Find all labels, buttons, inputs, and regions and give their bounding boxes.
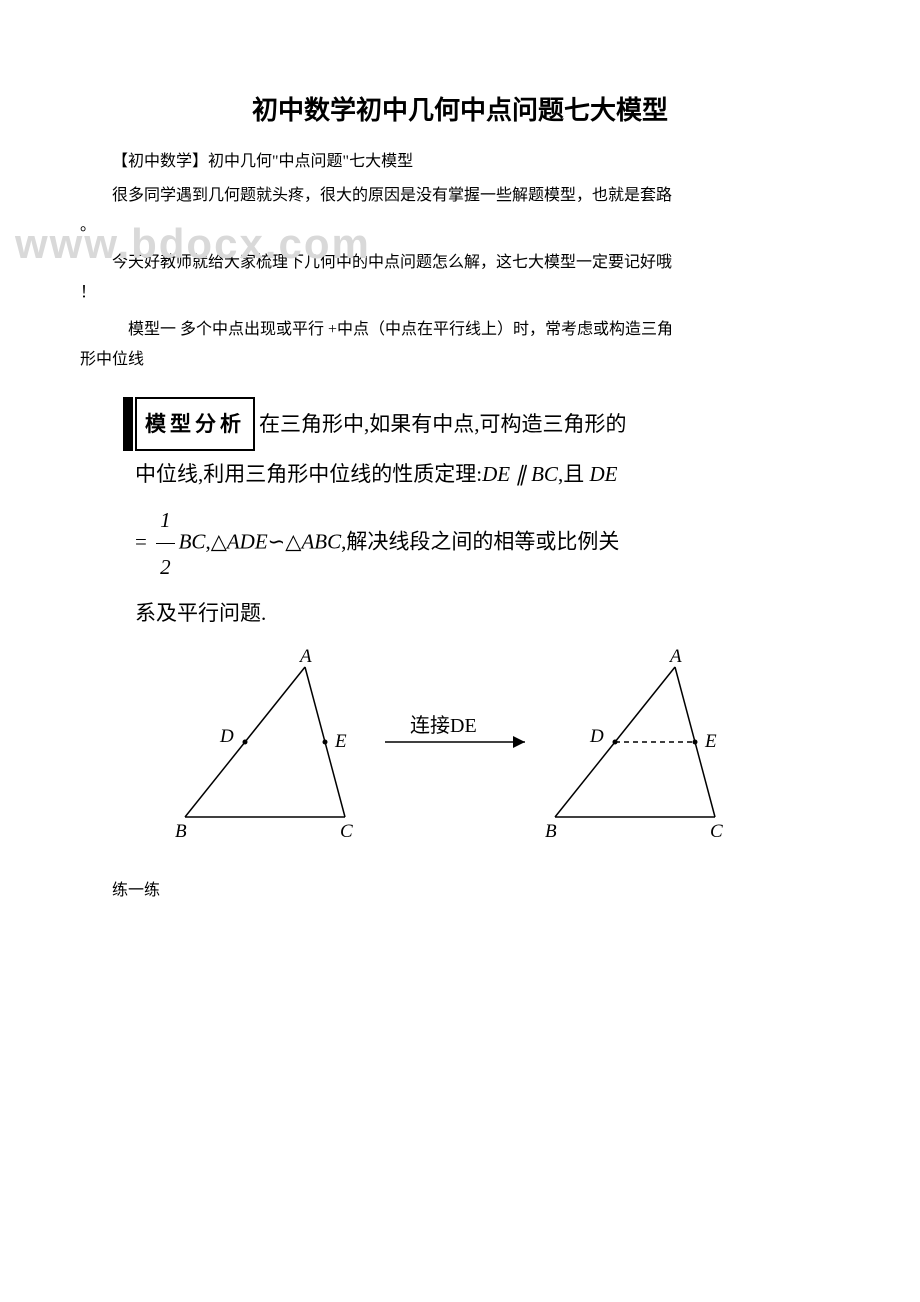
arrow-group: 连接DE bbox=[385, 714, 525, 748]
paragraph-2-line2: ！ bbox=[80, 280, 840, 306]
arrow-label: 连接DE bbox=[410, 714, 477, 737]
analysis-line2a: 中位线,利用三角形中位线的性质定理: bbox=[135, 462, 482, 486]
label-a-right: A bbox=[668, 647, 682, 667]
math-de-2: DE bbox=[589, 462, 617, 486]
paragraph-3-line1: 模型一 多个中点出现或平行 +中点（中点在平行线上）时，常考虑或构造三角 bbox=[80, 317, 840, 343]
analysis-line2b: ,且 bbox=[558, 462, 590, 486]
label-d-right: D bbox=[589, 726, 604, 747]
analysis-line3b: △ bbox=[285, 529, 301, 553]
analysis-line4: 系及平行问题. bbox=[135, 601, 266, 625]
math-de-1: DE bbox=[482, 462, 510, 486]
math-abc: ABC bbox=[301, 529, 341, 553]
label-c-right: C bbox=[710, 821, 723, 842]
subtitle: 【初中数学】初中几何"中点问题"七大模型 bbox=[80, 147, 840, 171]
analysis-line3c: ,解决线段之间的相等或比例关 bbox=[341, 529, 619, 553]
similar-symbol: ∽ bbox=[268, 529, 286, 553]
right-triangle: A B C D E bbox=[545, 647, 723, 842]
paragraph-2-line1: 今天好教师就给大家梳理下几何中的中点问题怎么解，这七大模型一定要记好哦 bbox=[80, 250, 840, 276]
analysis-label: 模型分析 bbox=[135, 397, 255, 451]
label-a-left: A bbox=[298, 647, 312, 667]
analysis-block: www.bdocx.com 模型分析在三角形中,如果有中点,可构造三角形的 中位… bbox=[135, 397, 840, 637]
math-bc-2: BC bbox=[179, 529, 206, 553]
left-triangle: A B C D E bbox=[175, 647, 353, 842]
diagram-svg: A B C D E 连接DE A B C D E bbox=[135, 647, 815, 847]
label-b-right: B bbox=[545, 821, 557, 842]
label-c-left: C bbox=[340, 821, 353, 842]
fraction-num: 1 bbox=[156, 497, 175, 544]
label-d-left: D bbox=[219, 726, 234, 747]
parallel-symbol: ∥ bbox=[510, 462, 531, 486]
analysis-line3a: ,△ bbox=[205, 529, 226, 553]
label-e-right: E bbox=[704, 731, 717, 752]
label-e-left: E bbox=[334, 731, 347, 752]
paragraph-1-line2: 。 bbox=[80, 213, 840, 239]
practice-heading: 练一练 bbox=[80, 876, 840, 900]
paragraph-1-line1: 很多同学遇到几何题就头疼，很大的原因是没有掌握一些解题模型，也就是套路 bbox=[80, 183, 840, 209]
label-b-left: B bbox=[175, 821, 187, 842]
math-ade: ADE bbox=[227, 529, 268, 553]
fraction-den: 2 bbox=[156, 544, 175, 590]
analysis-line1: 在三角形中,如果有中点,可构造三角形的 bbox=[259, 412, 627, 436]
watermark-left: w bbox=[15, 220, 50, 267]
triangle-diagram: A B C D E 连接DE A B C D E bbox=[135, 647, 840, 852]
equals: = bbox=[135, 529, 152, 553]
math-bc-1: BC bbox=[531, 462, 558, 486]
page-title: 初中数学初中几何中点问题七大模型 bbox=[80, 90, 840, 127]
fraction-half: 12 bbox=[156, 497, 175, 590]
paragraph-3-line2: 形中位线 bbox=[80, 347, 840, 373]
